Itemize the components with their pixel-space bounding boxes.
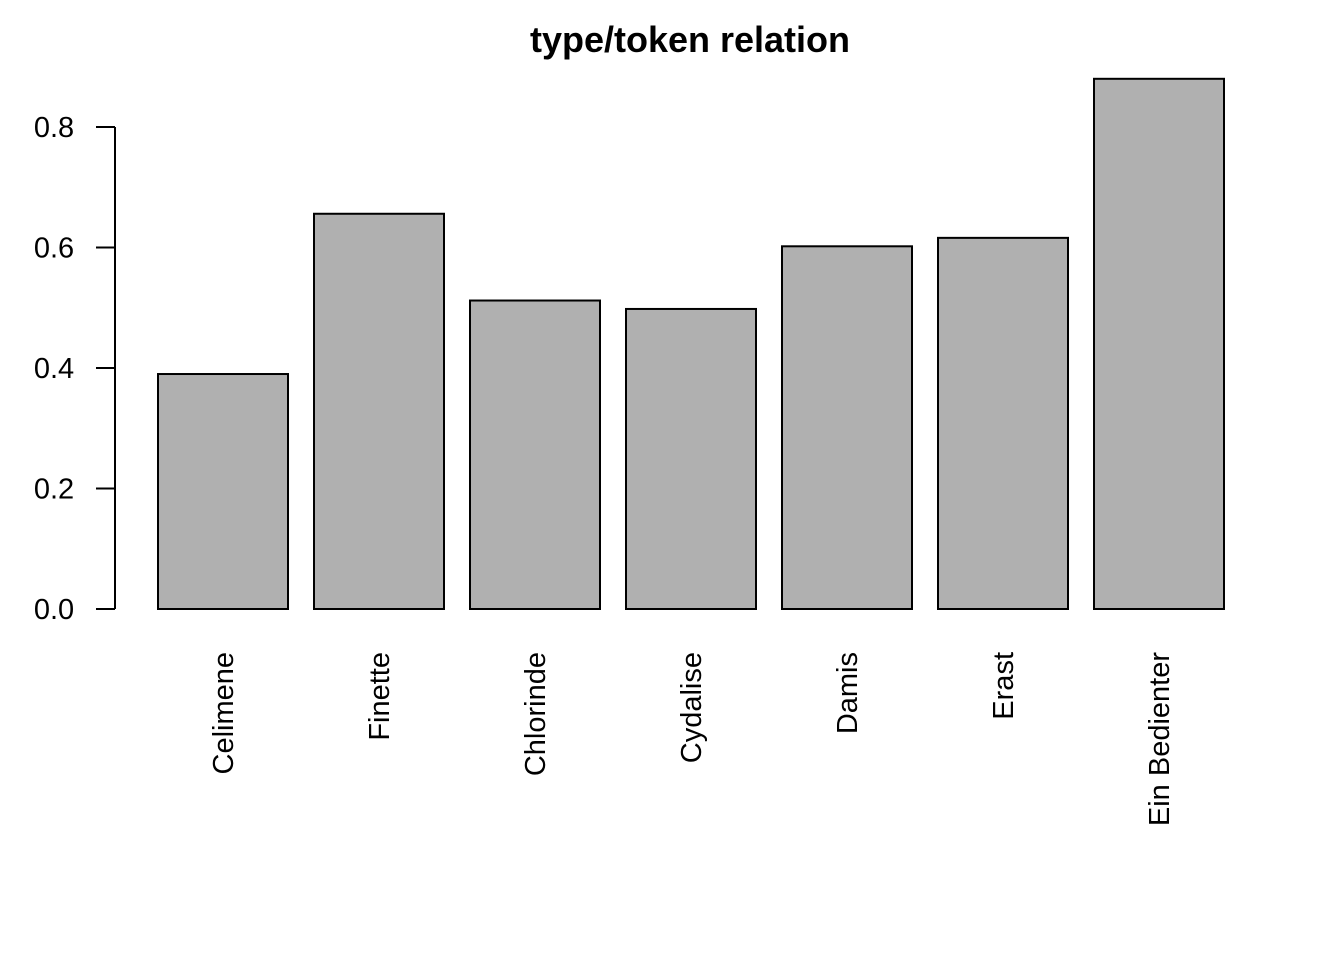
category-labels: Celimene Finette Chlorinde Cydalise Damis Era… [208, 652, 1176, 826]
category-label: Ein Bedienter [1144, 652, 1176, 826]
category-label: Finette [364, 652, 396, 741]
bar [937, 236, 1069, 611]
bars [157, 77, 1225, 611]
y-tick-label: 0.6 [34, 233, 74, 265]
y-tick-label: 0.2 [34, 474, 74, 506]
bar [1093, 77, 1225, 611]
bar [313, 212, 445, 610]
bar [625, 307, 757, 610]
bar [157, 373, 289, 610]
category-label: Celimene [208, 652, 240, 775]
y-tick-label: 0.4 [34, 353, 74, 385]
bar [781, 245, 913, 610]
bar [469, 299, 601, 610]
category-label: Cydalise [676, 652, 708, 763]
category-label: Chlorinde [520, 652, 552, 776]
y-tick-label: 0.8 [34, 112, 74, 144]
y-axis: 0.0 0.2 0.4 0.6 0.8 [34, 112, 116, 626]
category-label: Damis [832, 652, 864, 734]
y-tick-label: 0.0 [34, 594, 74, 626]
chart-title: type/token relation [530, 19, 850, 60]
category-label: Erast [988, 652, 1020, 720]
